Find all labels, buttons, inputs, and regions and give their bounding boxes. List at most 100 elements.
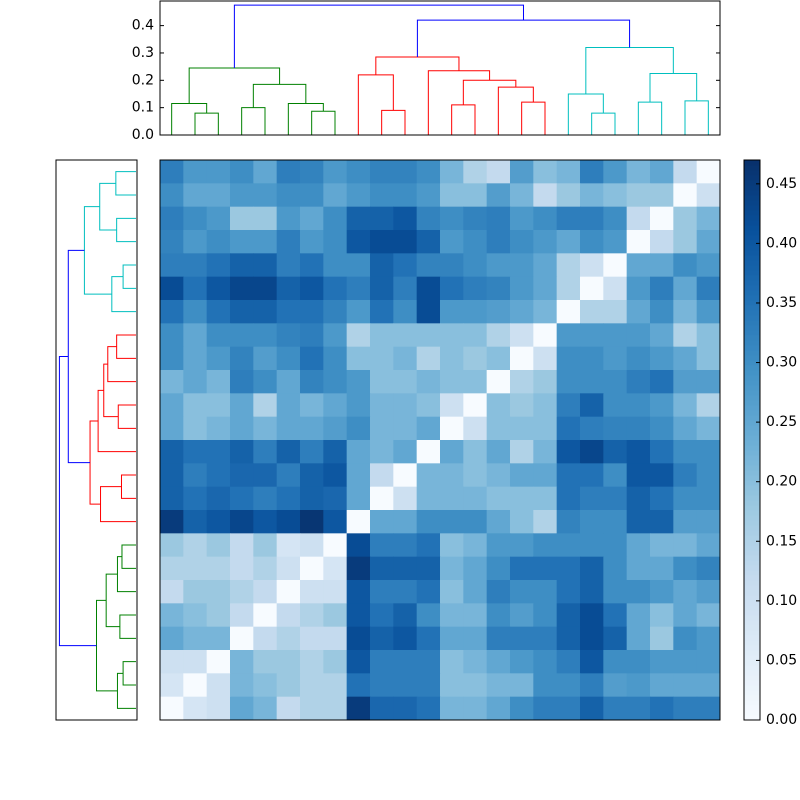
- heatmap-cell: [440, 533, 464, 558]
- dendrogram-link: [637, 101, 663, 135]
- heatmap-cell: [230, 510, 254, 534]
- heatmap-cell: [300, 393, 324, 418]
- heatmap-cell: [673, 416, 698, 441]
- heatmap-cell: [300, 463, 324, 488]
- heatmap-cell: [346, 603, 371, 628]
- colorbar-step: [744, 340, 760, 346]
- heatmap-cell: [230, 323, 254, 348]
- heatmap-cell: [183, 650, 208, 674]
- heatmap-cell: [300, 486, 324, 511]
- colorbar-step: [744, 630, 760, 636]
- heatmap-cell: [650, 650, 674, 674]
- colorbar-step: [744, 590, 760, 596]
- colorbar-step: [744, 225, 760, 231]
- heatmap-cell: [276, 696, 301, 721]
- heatmap-cell: [393, 463, 418, 488]
- heatmap-cell: [673, 276, 698, 301]
- heatmap-cell: [510, 696, 534, 721]
- heatmap-cell: [486, 323, 511, 348]
- heatmap-cell: [510, 486, 534, 511]
- heatmap-cell: [510, 673, 534, 698]
- heatmap-cell: [183, 463, 208, 488]
- heatmap-cell: [603, 580, 628, 604]
- heatmap-cell: [556, 416, 581, 441]
- heatmap-cell: [673, 300, 698, 324]
- heatmap-cell: [230, 556, 254, 581]
- colorbar-step: [744, 485, 760, 491]
- heatmap-cell: [673, 673, 698, 698]
- heatmap-cell: [556, 300, 581, 324]
- heatmap-cell: [183, 346, 208, 371]
- heatmap-cell: [393, 626, 418, 651]
- heatmap-cell: [626, 393, 651, 418]
- colorbar-step: [744, 220, 760, 226]
- heatmap-cell: [416, 696, 441, 721]
- heatmap-cell: [603, 533, 628, 558]
- heatmap-cell: [323, 533, 348, 558]
- colorbar-step: [744, 610, 760, 616]
- heatmap-cell: [580, 416, 604, 441]
- heatmap-cell: [673, 626, 698, 651]
- heatmap-cell: [160, 300, 184, 324]
- colorbar-tick-label: 0.05: [766, 652, 797, 668]
- heatmap-cell: [370, 486, 394, 511]
- heatmap-cell: [510, 206, 534, 231]
- heatmap-cell: [510, 300, 534, 324]
- heatmap-cell: [486, 183, 511, 208]
- colorbar-step: [744, 415, 760, 421]
- heatmap-cell: [650, 580, 674, 604]
- heatmap-cell: [463, 230, 488, 254]
- heatmap-cell: [276, 463, 301, 488]
- heatmap-cell: [463, 206, 488, 231]
- heatmap-cell: [440, 486, 464, 511]
- heatmap-cell: [696, 346, 721, 371]
- colorbar-step: [744, 410, 760, 416]
- heatmap-cell: [556, 580, 581, 604]
- heatmap-cell: [463, 323, 488, 348]
- heatmap-cell: [533, 276, 558, 301]
- heatmap-cell: [463, 510, 488, 534]
- colorbar-step: [744, 210, 760, 216]
- heatmap-cell: [160, 346, 184, 371]
- heatmap-cell: [253, 603, 278, 628]
- heatmap-cell: [440, 650, 464, 674]
- heatmap-cell: [650, 556, 674, 581]
- heatmap-cell: [510, 510, 534, 534]
- heatmap-cell: [300, 440, 324, 464]
- heatmap-cell: [696, 650, 721, 674]
- heatmap-cell: [673, 253, 698, 278]
- heatmap-cell: [253, 650, 278, 674]
- heatmap-cell: [206, 440, 231, 464]
- heatmap-cell: [650, 440, 674, 464]
- heatmap-cell: [300, 580, 324, 604]
- heatmap-cell: [253, 416, 278, 441]
- heatmap-cell: [276, 370, 301, 394]
- heatmap-cell: [533, 183, 558, 208]
- heatmap-cell: [533, 556, 558, 581]
- heatmap-cell: [510, 440, 534, 464]
- heatmap-cell: [533, 603, 558, 628]
- heatmap-cell: [486, 556, 511, 581]
- heatmap-cell: [300, 696, 324, 721]
- heatmap-cell: [626, 346, 651, 371]
- heatmap-cell: [253, 440, 278, 464]
- heatmap-cell: [673, 393, 698, 418]
- heatmap-cell: [510, 370, 534, 394]
- heatmap-cell: [463, 626, 488, 651]
- heatmap-cell: [416, 440, 441, 464]
- heatmap-cell: [580, 533, 604, 558]
- heatmap-cell: [300, 300, 324, 324]
- heatmap-cell: [206, 323, 231, 348]
- heatmap-cell: [160, 510, 184, 534]
- heatmap-cell: [463, 533, 488, 558]
- heatmap-cell: [393, 533, 418, 558]
- heatmap-cell: [696, 673, 721, 698]
- heatmap-cell: [603, 323, 628, 348]
- colorbar-step: [744, 580, 760, 586]
- heatmap-cell: [650, 696, 674, 721]
- heatmap-cell: [696, 510, 721, 534]
- heatmap-cell: [673, 440, 698, 464]
- heatmap-cell: [230, 230, 254, 254]
- heatmap-cell: [183, 556, 208, 581]
- colorbar-tick-label: 0.45: [766, 176, 797, 192]
